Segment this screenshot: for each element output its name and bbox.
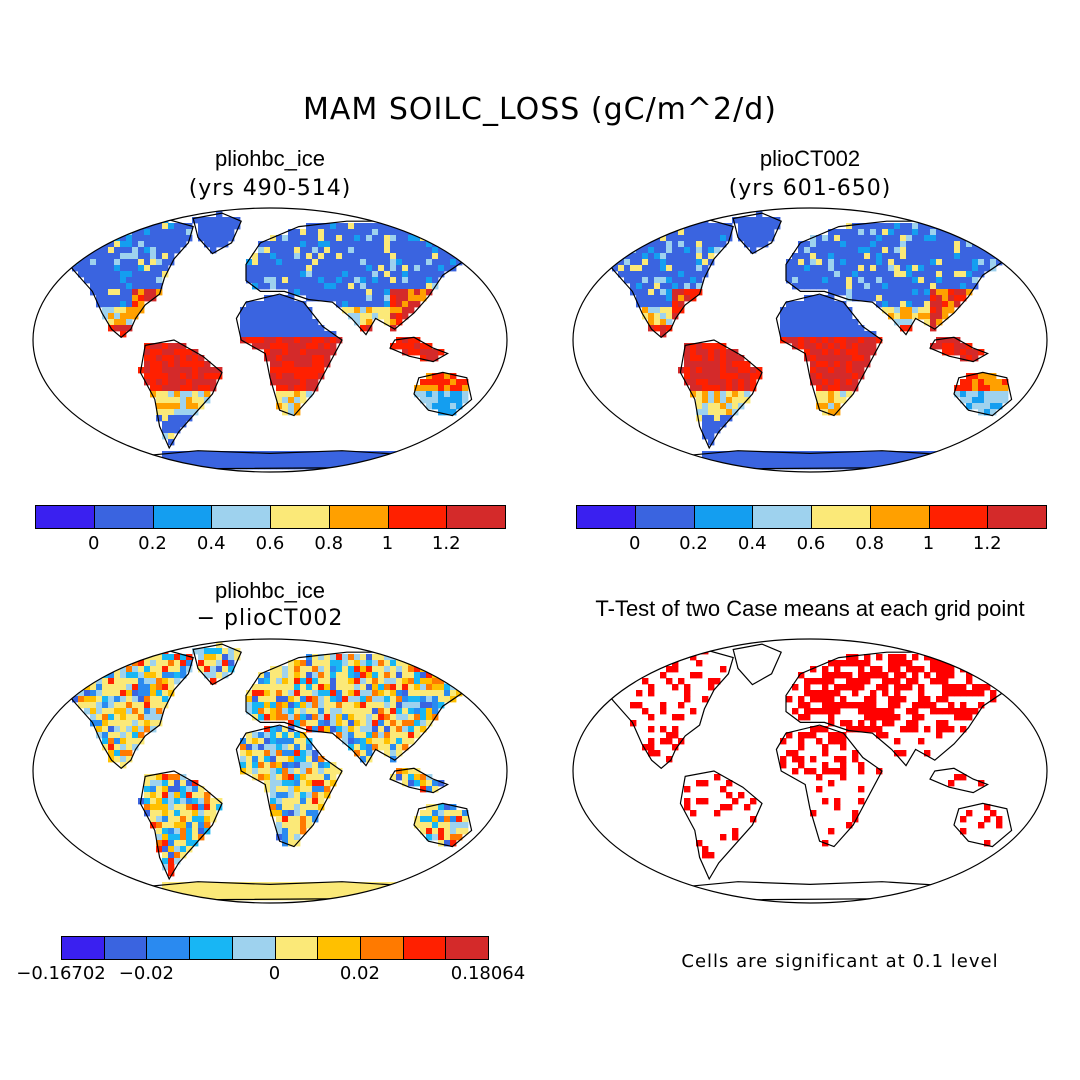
panel3-title: pliohbc_ice — [214, 578, 326, 603]
coastline-indonesia — [929, 336, 990, 363]
cb3-swatch — [231, 936, 276, 960]
coastline-greenland — [732, 212, 782, 255]
coastline-eurasia — [785, 220, 1028, 336]
coastline-africa — [235, 724, 343, 848]
cb3-swatch — [146, 936, 191, 960]
coastline-greenland — [732, 643, 782, 686]
cb3-label: 0 — [268, 963, 281, 984]
cb3-swatch — [103, 936, 148, 960]
coastline-greenland — [192, 212, 242, 255]
coastline-indonesia — [389, 767, 450, 794]
cb2-swatch — [576, 505, 637, 529]
cb1-swatch — [152, 505, 213, 529]
cb3-swatch — [189, 936, 234, 960]
cb2-label: 1.2 — [972, 533, 1002, 554]
coastline-australia — [413, 371, 473, 417]
panel1-title: pliohbc_ice — [214, 146, 326, 171]
cb2-label: 1 — [922, 533, 935, 554]
cb3-swatch — [61, 936, 105, 960]
coastline-southAmerica — [679, 339, 763, 450]
coastline-africa — [235, 293, 343, 417]
coastline-outlines — [598, 643, 1028, 902]
cb3-swatch — [317, 936, 362, 960]
cb3-label: 0.18064 — [450, 963, 526, 984]
cb1-label: 1 — [381, 533, 394, 554]
coastline-southAmerica — [139, 770, 223, 881]
map-border — [32, 207, 508, 473]
panel1-subtitle: (yrs 490-514) — [188, 176, 352, 201]
map-panel-4 — [572, 638, 1048, 904]
coastline-eurasia — [245, 220, 488, 336]
colorbar-panel-1 — [35, 505, 507, 529]
cb1-swatch — [35, 505, 96, 529]
cb3-swatch — [274, 936, 319, 960]
cb1-label: 0.2 — [138, 533, 167, 554]
cb2-label: 0.6 — [796, 533, 826, 554]
coastline-southAmerica — [139, 339, 223, 450]
panel3-subtitle: − plioCT002 — [196, 606, 344, 631]
cb2-swatch — [811, 505, 872, 529]
cb1-swatch — [446, 505, 507, 529]
coastline-eurasia — [785, 651, 1028, 767]
cb2-swatch — [752, 505, 813, 529]
coastline-australia — [953, 371, 1013, 417]
coastline-southAmerica — [679, 770, 763, 881]
cb1-swatch — [93, 505, 154, 529]
coastline-eurasia — [245, 651, 488, 767]
cb1-label: 0 — [88, 533, 100, 554]
cb1-swatch — [211, 505, 272, 529]
cb3-label: −0.16702 — [16, 963, 106, 984]
cb1-label: 0.8 — [314, 533, 344, 554]
map-border — [572, 638, 1048, 904]
cb3-swatch — [402, 936, 447, 960]
cb1-label: 1.2 — [431, 533, 461, 554]
coastline-indonesia — [929, 767, 990, 794]
cb2-swatch — [634, 505, 695, 529]
cb2-swatch — [869, 505, 930, 529]
coastline-indonesia — [389, 336, 450, 363]
cb2-label: 0.2 — [679, 533, 708, 554]
coastline-australia — [953, 802, 1013, 848]
panel2-title: plioCT002 — [759, 146, 861, 171]
map-panel-3 — [32, 638, 508, 904]
cb1-label: 0.6 — [255, 533, 285, 554]
cb1-swatch — [328, 505, 389, 529]
cb2-swatch — [987, 505, 1048, 529]
cb1-swatch — [387, 505, 448, 529]
cb3-swatch — [359, 936, 404, 960]
cb2-swatch — [928, 505, 989, 529]
coastline-australia — [413, 802, 473, 848]
cb2-swatch — [693, 505, 754, 529]
coastline-antarctica — [617, 881, 1003, 902]
colorbar-panel-2 — [576, 505, 1048, 529]
map-grid — [600, 211, 1027, 470]
cb3-label: −0.02 — [118, 963, 174, 984]
significance-note: Cells are significant at 0.1 level — [681, 951, 999, 972]
map-grid — [600, 648, 1027, 859]
colorbar-panel-3 — [61, 936, 490, 960]
cb3-swatch — [445, 936, 490, 960]
cb2-label: 0.8 — [855, 533, 885, 554]
coastline-africa — [775, 293, 883, 417]
coastline-greenland — [192, 643, 242, 686]
map-border — [572, 207, 1048, 473]
cb2-label: 0.4 — [737, 533, 767, 554]
map-panel-2 — [572, 207, 1048, 473]
map-panel-1 — [32, 207, 508, 473]
cb2-label: 0 — [629, 533, 641, 554]
coastline-africa — [775, 724, 883, 848]
cb1-swatch — [270, 505, 331, 529]
panel2-subtitle: (yrs 601-650) — [728, 176, 892, 201]
map-grid — [60, 642, 487, 901]
cb1-label: 0.4 — [196, 533, 226, 554]
map-grid — [60, 211, 487, 470]
figure-title: MAM SOILC_LOSS (gC/m^2/d) — [303, 92, 777, 127]
map-border — [32, 638, 508, 904]
panel4-title: T-Test of two Case means at each grid po… — [595, 596, 1025, 621]
cb3-label: 0.02 — [339, 963, 380, 984]
